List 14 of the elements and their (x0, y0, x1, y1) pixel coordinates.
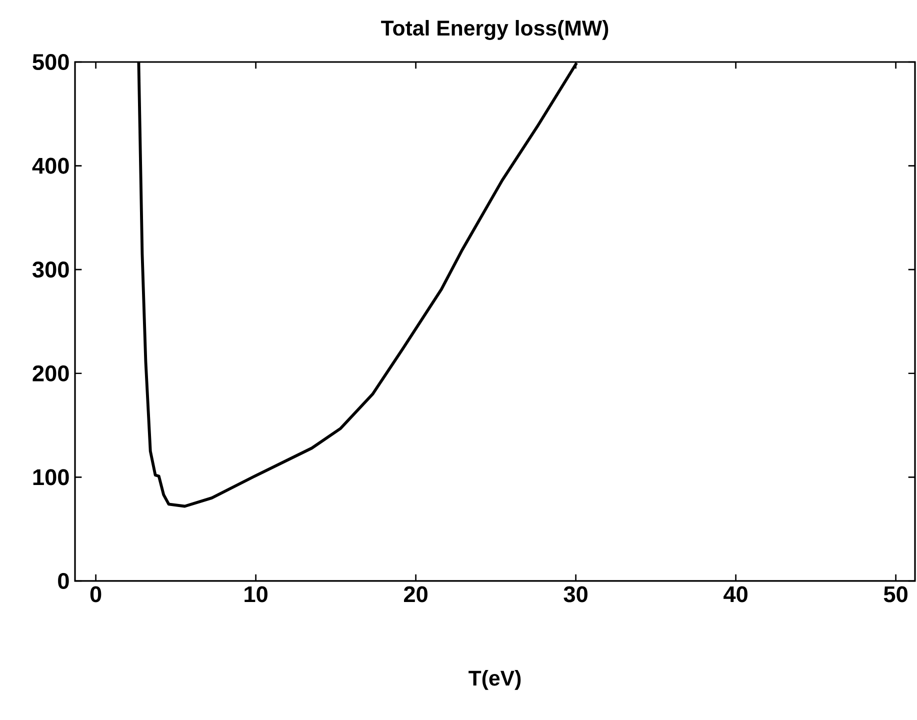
y-tick-label: 0 (58, 572, 69, 590)
y-tick-label: 400 (32, 158, 69, 174)
x-tick-label: 50 (884, 586, 908, 602)
x-tick-label: 10 (244, 586, 268, 602)
y-tick-label: 300 (32, 262, 69, 278)
y-tick-label: 100 (33, 469, 69, 486)
x-tick-label: 20 (404, 586, 428, 602)
chart-title: Total Energy loss(MW) (381, 20, 608, 40)
x-tick-label: 30 (564, 586, 588, 602)
y-tick-label: 200 (32, 365, 69, 382)
x-tick-label: 0 (90, 586, 102, 602)
x-tick-label: 40 (724, 586, 748, 602)
x-axis-title: T(eV) (468, 670, 521, 690)
y-tick-label: 500 (32, 54, 69, 70)
